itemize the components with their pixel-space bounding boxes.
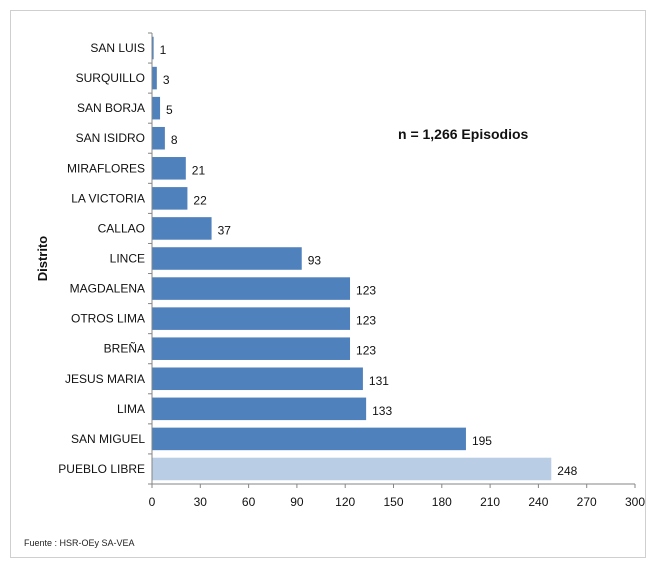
data-label: 8 bbox=[171, 133, 178, 147]
category-label: MIRAFLORES bbox=[67, 161, 145, 175]
category-label: SAN ISIDRO bbox=[76, 131, 145, 145]
bar bbox=[152, 307, 351, 330]
data-label: 21 bbox=[192, 163, 206, 177]
bar bbox=[152, 397, 367, 421]
category-label: LIMA bbox=[117, 402, 145, 416]
category-label: MAGDALENA bbox=[70, 282, 145, 296]
bar bbox=[152, 187, 188, 210]
category-label: LA VICTORIA bbox=[71, 191, 145, 205]
x-tick-label: 180 bbox=[432, 495, 452, 509]
data-label: 5 bbox=[166, 103, 173, 117]
category-label: SAN LUIS bbox=[90, 41, 145, 55]
x-tick-label: 60 bbox=[242, 495, 256, 509]
data-label: 248 bbox=[557, 464, 577, 478]
category-label: BREÑA bbox=[104, 342, 145, 356]
data-label: 22 bbox=[193, 193, 207, 207]
source-note: Fuente : HSR-OEy SA-VEA bbox=[24, 538, 135, 548]
category-label: OTROS LIMA bbox=[71, 312, 145, 326]
data-label: 123 bbox=[356, 344, 376, 358]
category-label: LINCE bbox=[110, 252, 145, 266]
sample-size-annotation: n = 1,266 Episodios bbox=[398, 126, 529, 142]
x-tick-label: 270 bbox=[577, 495, 597, 509]
bar bbox=[152, 427, 466, 451]
data-label: 93 bbox=[308, 254, 322, 268]
x-tick-label: 300 bbox=[625, 495, 645, 509]
data-label: 195 bbox=[472, 434, 492, 448]
bar bbox=[152, 337, 351, 360]
x-tick-label: 240 bbox=[528, 495, 548, 509]
category-label: JESUS MARIA bbox=[65, 372, 145, 386]
data-label: 133 bbox=[372, 404, 392, 418]
category-label: SURQUILLO bbox=[76, 71, 145, 85]
x-tick-label: 120 bbox=[335, 495, 355, 509]
x-tick-label: 30 bbox=[194, 495, 208, 509]
bar bbox=[152, 217, 212, 240]
category-label: PUEBLO LIBRE bbox=[58, 462, 145, 476]
bar bbox=[152, 36, 154, 60]
bar bbox=[152, 367, 363, 391]
category-label: CALLAO bbox=[98, 221, 145, 235]
bar bbox=[152, 157, 186, 180]
data-label: 123 bbox=[356, 284, 376, 298]
category-label: SAN MIGUEL bbox=[71, 432, 145, 446]
data-label: 1 bbox=[160, 43, 167, 57]
bar bbox=[152, 247, 302, 270]
data-label: 131 bbox=[369, 374, 389, 388]
bar bbox=[152, 277, 351, 300]
y-axis-title: Distrito bbox=[35, 236, 50, 282]
x-tick-label: 210 bbox=[480, 495, 500, 509]
bar bbox=[152, 96, 161, 120]
x-tick-label: 150 bbox=[383, 495, 403, 509]
data-label: 3 bbox=[163, 73, 170, 87]
bar bbox=[152, 66, 157, 90]
bar bbox=[152, 126, 165, 150]
data-label: 37 bbox=[218, 223, 232, 237]
x-tick-label: 90 bbox=[290, 495, 304, 509]
category-label: SAN BORJA bbox=[77, 101, 145, 115]
bar bbox=[152, 457, 552, 481]
data-label: 123 bbox=[356, 314, 376, 328]
x-tick-label: 0 bbox=[149, 495, 156, 509]
